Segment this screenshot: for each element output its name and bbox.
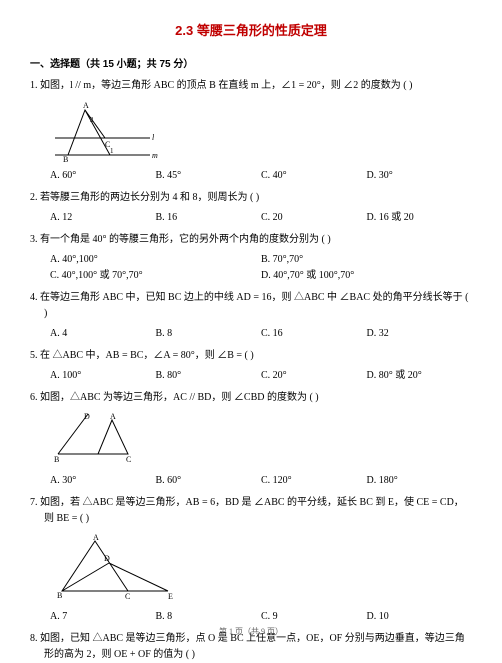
q6-choice-d: D. 180° (367, 473, 473, 489)
q3-choice-c: C. 40°,100° 或 70°,70° (50, 268, 261, 284)
page-footer: 第 1 页（共 9 页） (0, 626, 502, 637)
q6-choice-c: C. 120° (261, 473, 367, 489)
q2-choice-a: A. 12 (50, 210, 156, 226)
q5-choice-c: C. 20° (261, 368, 367, 384)
question-6: 6. 如图，△ABC 为等边三角形，AC // BD，则 ∠CBD 的度数为 (… (30, 390, 472, 489)
label-D: D (104, 554, 110, 563)
label-B: B (63, 155, 68, 162)
q5-choice-d: D. 80° 或 20° (367, 368, 473, 384)
label-D: D (84, 412, 90, 421)
q7-choice-b: B. 8 (156, 609, 262, 625)
q1-choice-c: C. 40° (261, 168, 367, 184)
q5-text: 5. 在 △ABC 中，AB = BC，∠A = 80°，则 ∠B = ( ) (30, 348, 472, 364)
q1-figure: A B C l m 2 1 (50, 100, 472, 162)
q6-choice-b: B. 60° (156, 473, 262, 489)
q4-text: 4. 在等边三角形 ABC 中，已知 BC 边上的中线 AD = 16，则 △A… (30, 290, 472, 322)
label-2: 2 (90, 116, 94, 124)
label-A: A (93, 533, 99, 542)
q6-figure: D A B C (50, 412, 472, 467)
question-7: 7. 如图，若 △ABC 是等边三角形，AB = 6，BD 是 ∠ABC 的平分… (30, 495, 472, 625)
label-l: l (152, 133, 155, 142)
label-C: C (126, 455, 131, 464)
q4-choice-a: A. 4 (50, 326, 156, 342)
question-2: 2. 若等腰三角形的两边长分别为 4 和 8，则周长为 ( ) A. 12 B.… (30, 190, 472, 226)
question-1: 1. 如图，l // m，等边三角形 ABC 的顶点 B 在直线 m 上，∠1 … (30, 78, 472, 184)
q4-choice-b: B. 8 (156, 326, 262, 342)
label-A: A (110, 412, 116, 421)
q6-choice-a: A. 30° (50, 473, 156, 489)
q2-choice-d: D. 16 或 20 (367, 210, 473, 226)
q7-choice-a: A. 7 (50, 609, 156, 625)
label-1: 1 (110, 147, 114, 155)
q1-choice-a: A. 60° (50, 168, 156, 184)
q5-choice-b: B. 80° (156, 368, 262, 384)
label-C: C (125, 592, 130, 601)
q4-choice-c: C. 16 (261, 326, 367, 342)
question-3: 3. 有一个角是 40° 的等腰三角形，它的另外两个内角的度数分别为 ( ) A… (30, 232, 472, 284)
q7-choice-d: D. 10 (367, 609, 473, 625)
q3-choice-d: D. 40°,70° 或 100°,70° (261, 268, 472, 284)
q2-choice-c: C. 20 (261, 210, 367, 226)
label-E: E (168, 592, 173, 601)
label-B: B (54, 455, 59, 464)
question-4: 4. 在等边三角形 ABC 中，已知 BC 边上的中线 AD = 16，则 △A… (30, 290, 472, 342)
q1-choice-b: B. 45° (156, 168, 262, 184)
q1-text: 1. 如图，l // m，等边三角形 ABC 的顶点 B 在直线 m 上，∠1 … (30, 78, 472, 94)
q7-text: 7. 如图，若 △ABC 是等边三角形，AB = 6，BD 是 ∠ABC 的平分… (30, 495, 472, 527)
q1-choice-d: D. 30° (367, 168, 473, 184)
q2-text: 2. 若等腰三角形的两边长分别为 4 和 8，则周长为 ( ) (30, 190, 472, 206)
q6-text: 6. 如图，△ABC 为等边三角形，AC // BD，则 ∠CBD 的度数为 (… (30, 390, 472, 406)
page-title: 2.3 等腰三角形的性质定理 (30, 20, 472, 39)
q3-text: 3. 有一个角是 40° 的等腰三角形，它的另外两个内角的度数分别为 ( ) (30, 232, 472, 248)
question-5: 5. 在 △ABC 中，AB = BC，∠A = 80°，则 ∠B = ( ) … (30, 348, 472, 384)
label-B: B (57, 591, 62, 600)
q7-choice-c: C. 9 (261, 609, 367, 625)
q2-choice-b: B. 16 (156, 210, 262, 226)
label-m: m (152, 151, 158, 160)
q5-choice-a: A. 100° (50, 368, 156, 384)
q3-choice-a: A. 40°,100° (50, 252, 261, 268)
q7-figure: A D B C E (50, 533, 472, 603)
section-header: 一、选择题（共 15 小题；共 75 分） (30, 55, 472, 70)
q3-choice-b: B. 70°,70° (261, 252, 472, 268)
label-A: A (83, 101, 89, 110)
q4-choice-d: D. 32 (367, 326, 473, 342)
